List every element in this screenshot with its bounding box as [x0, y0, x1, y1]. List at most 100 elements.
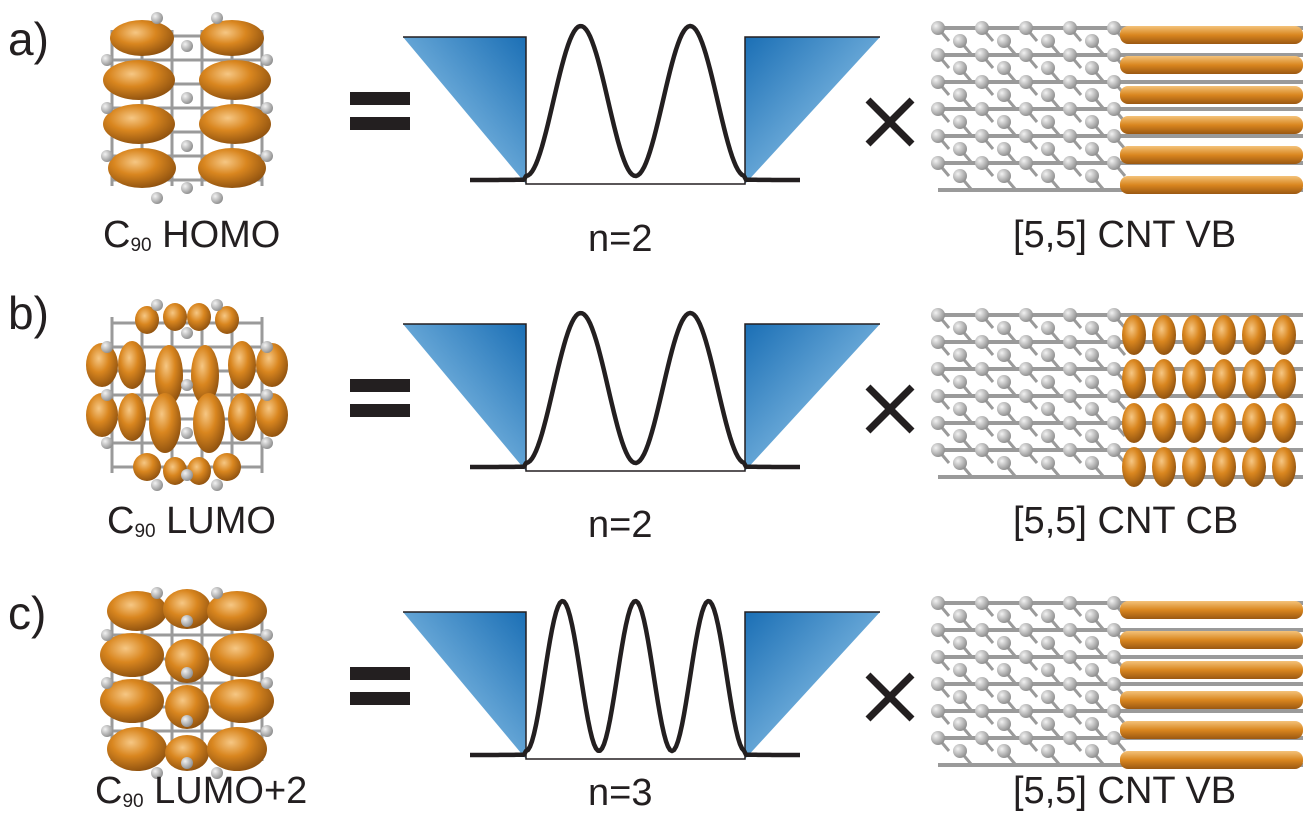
tube-atom — [997, 717, 1011, 731]
tube-atom — [1085, 402, 1099, 416]
tube-atom — [1041, 402, 1055, 416]
orbital-lobe — [187, 303, 211, 331]
molecule-caption-c: C90 LUMO+2 — [95, 770, 307, 813]
carbon-atom — [181, 40, 193, 52]
orbital-name: LUMO — [166, 500, 276, 542]
orbital-lobe — [86, 393, 118, 437]
nanotube-layer — [931, 21, 1303, 769]
fullerene-molecule — [86, 299, 288, 491]
tube-atom — [997, 88, 1011, 102]
well-outline — [403, 323, 880, 472]
band-orbital-lobe — [1122, 359, 1146, 399]
band-orbital-lobe — [1272, 447, 1296, 487]
potential-well-layer — [403, 23, 880, 760]
formula-subscript: 90 — [134, 521, 156, 542]
carbon-atom — [101, 725, 113, 737]
tube-atom — [1019, 21, 1033, 35]
carbon-atom — [101, 677, 113, 689]
carbon-atom — [101, 629, 113, 641]
tube-atom — [975, 443, 989, 457]
orbital-lobe — [163, 303, 187, 331]
tube-atom — [1063, 416, 1077, 430]
nanotube — [931, 308, 1303, 487]
tube-atom — [1085, 34, 1099, 48]
tube-atom — [975, 308, 989, 322]
band-orbital-lobe — [1242, 447, 1266, 487]
orbital-lobe — [100, 679, 164, 723]
orbital-lobe — [199, 60, 271, 100]
carbon-atom — [211, 192, 223, 204]
carbon-atom — [211, 767, 223, 779]
times-sign-stroke — [865, 672, 915, 722]
times-sign-stroke — [865, 384, 915, 434]
orbital-lobe — [228, 341, 256, 389]
orbital-lobe — [149, 393, 181, 453]
band-orbital-lobe — [1122, 403, 1146, 443]
tube-atom — [1041, 690, 1055, 704]
nanotube — [931, 21, 1303, 194]
tube-atom — [931, 389, 945, 403]
tube-atom — [931, 704, 945, 718]
tube-atom — [1107, 129, 1121, 143]
tube-atom — [975, 156, 989, 170]
tube-atom — [1063, 704, 1077, 718]
tube-atom — [1063, 623, 1077, 637]
panel-letter-a: a) — [8, 13, 49, 65]
band-orbital-stripe — [1120, 631, 1303, 649]
tube-atom — [975, 596, 989, 610]
tube-atom — [997, 61, 1011, 75]
tube-atom — [1041, 348, 1055, 362]
carbon-atom — [261, 389, 273, 401]
band-orbital-lobe — [1152, 359, 1176, 399]
right-barrier — [745, 37, 880, 184]
carbon-atom — [181, 379, 193, 391]
tube-atom — [1063, 731, 1077, 745]
band-orbital-lobe — [1212, 315, 1236, 355]
orbital-lobe — [165, 735, 209, 771]
tube-atom — [1085, 375, 1099, 389]
molecule-caption-b: C90 LUMO — [107, 500, 276, 543]
tube-atom — [931, 129, 945, 143]
left-barrier — [403, 37, 526, 184]
tube-atom — [997, 321, 1011, 335]
band-orbital-stripe — [1120, 661, 1303, 679]
carbon-atom — [261, 341, 273, 353]
tube-atom — [997, 663, 1011, 677]
tube-atom — [1063, 596, 1077, 610]
carbon-atom — [211, 587, 223, 599]
well-n-label-c: n=3 — [588, 772, 653, 814]
tube-atom — [953, 609, 967, 623]
band-orbital-lobe — [1152, 447, 1176, 487]
equals-sign-top-bar — [350, 379, 410, 392]
tube-atom — [1063, 362, 1077, 376]
band-orbital-lobe — [1242, 315, 1266, 355]
orbital-lobe — [118, 341, 146, 389]
orbital-lobe — [199, 104, 271, 144]
well-outline — [403, 611, 880, 760]
tube-atom — [931, 21, 945, 35]
tube-atom — [1107, 596, 1121, 610]
tube-atom — [1041, 429, 1055, 443]
tube-atom — [1063, 677, 1077, 691]
tube-atom — [931, 48, 945, 62]
tube-atom — [1041, 88, 1055, 102]
tube-atom — [997, 115, 1011, 129]
tube-atom — [1107, 650, 1121, 664]
tube-atom — [1085, 88, 1099, 102]
formula-subscript: 90 — [130, 235, 152, 256]
band-orbital-stripe — [1120, 86, 1303, 104]
tube-atom — [1041, 321, 1055, 335]
tube-atom — [1041, 375, 1055, 389]
orbital-lobe — [118, 393, 146, 441]
carbon-atom — [261, 102, 273, 114]
tube-atom — [1041, 34, 1055, 48]
carbon-atom — [101, 102, 113, 114]
orbital-lobe — [198, 148, 266, 188]
carbon-atom — [181, 757, 193, 769]
tube-atom — [1041, 115, 1055, 129]
carbon-atom — [211, 479, 223, 491]
orbital-lobe — [207, 727, 267, 771]
band-orbital-lobe — [1182, 359, 1206, 399]
tube-atom — [1019, 596, 1033, 610]
fullerene-molecule — [100, 587, 274, 779]
